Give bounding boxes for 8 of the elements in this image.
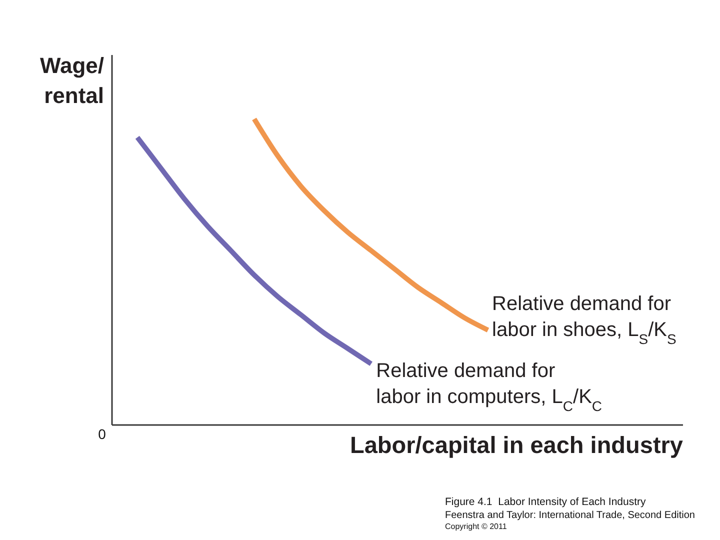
text: Feenstra and Taylor: International Trade, Second Edition [445, 510, 695, 521]
text: Copyright © 2011 [445, 522, 508, 531]
text: Figure 4.1 Labor Intensity of Each Industry [445, 496, 647, 508]
series-label: Relative demand for labor in shoes, L$_{S}$/K$_{S}$ [492, 293, 676, 348]
series-label: Relative demand for labor in computers, L$_{C}$/K$_{C}$ [376, 360, 602, 414]
x-axis-title: Labor/capital in each industry [350, 432, 683, 458]
text: 0 [98, 426, 106, 442]
y-axis-title: Wage/rental [40, 53, 104, 108]
